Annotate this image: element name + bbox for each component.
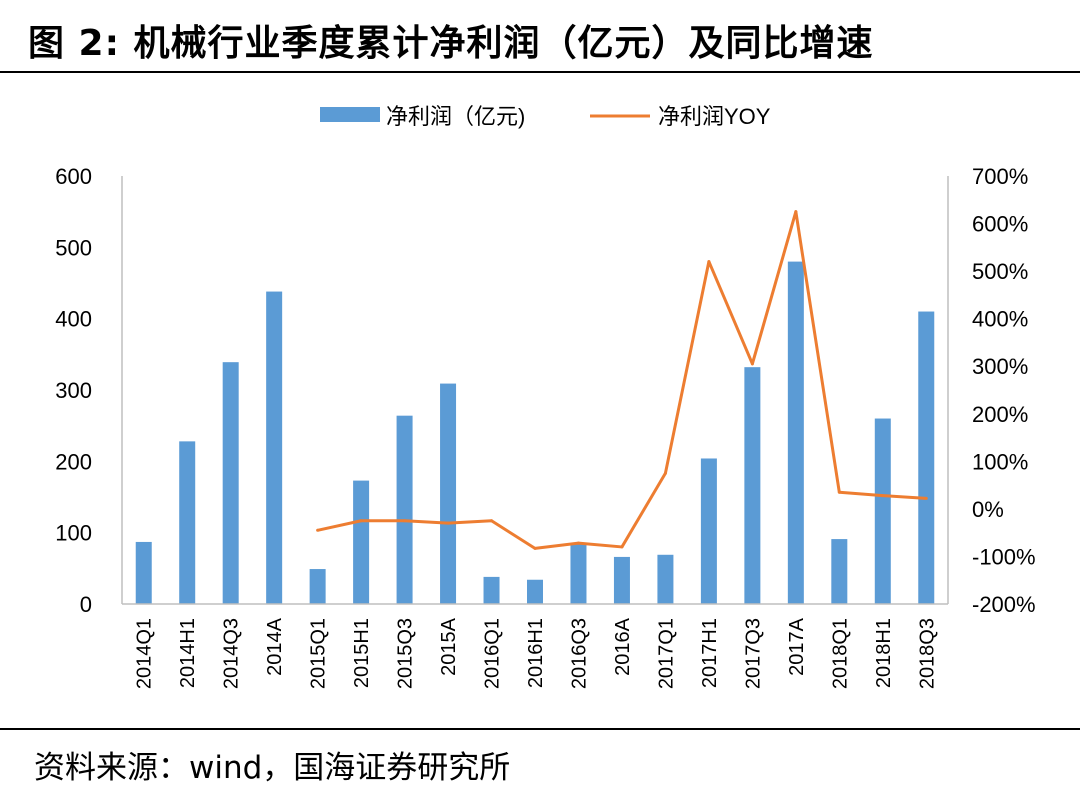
y-right-tick-label: 100% xyxy=(972,449,1028,474)
y-right-tick-label: 700% xyxy=(972,164,1028,189)
y-left-tick-label: 300 xyxy=(55,378,92,403)
bar-2017Q3 xyxy=(744,367,761,604)
yoy-point-2018Q3 xyxy=(924,496,928,500)
y-left-tick-label: 600 xyxy=(55,164,92,189)
x-tick-label: 2014Q1 xyxy=(134,618,156,689)
bar-2015Q3 xyxy=(396,415,413,604)
y-right-tick-label: 600% xyxy=(972,212,1028,237)
x-tick-label: 2015A xyxy=(438,617,460,675)
yoy-point-2016Q1 xyxy=(490,519,494,523)
x-tick-label: 2016H1 xyxy=(525,618,547,688)
x-tick-label: 2017Q1 xyxy=(655,618,677,689)
bar-2016Q3 xyxy=(570,543,587,604)
y-right-tick-label: -100% xyxy=(972,544,1036,569)
x-tick-label: 2018Q3 xyxy=(916,618,938,689)
x-tick-label: 2018Q1 xyxy=(829,618,851,689)
x-tick-label: 2015H1 xyxy=(351,618,373,688)
bar-2014Q1 xyxy=(135,541,152,604)
legend: 净利润（亿元) 净利润YOY xyxy=(320,104,771,129)
x-tick-label: 2018H1 xyxy=(873,618,895,688)
yoy-point-2017Q1 xyxy=(663,471,667,475)
legend-bar-label: 净利润（亿元) xyxy=(386,104,525,129)
yoy-point-2017Q3 xyxy=(750,362,754,366)
yoy-line-layer xyxy=(316,210,928,550)
bar-2016H1 xyxy=(527,579,543,604)
source-rule xyxy=(0,728,1080,730)
y-right-tick-label: -200% xyxy=(972,592,1036,617)
source-note: 资料来源：wind，国海证券研究所 xyxy=(34,750,511,786)
x-tick-label: 2015Q3 xyxy=(395,618,417,689)
legend-bar-swatch xyxy=(320,107,380,122)
bar-2017A xyxy=(787,261,804,604)
bars-layer xyxy=(135,261,935,604)
yoy-point-2016H1 xyxy=(533,546,537,550)
axes-layer: 0 100 200 300 400 500 600 -200% -100% 0% 100% 200% 3… xyxy=(55,164,1035,689)
yoy-point-2015Q3 xyxy=(403,519,407,523)
bar-2015Q1 xyxy=(309,569,326,604)
yoy-point-2017A xyxy=(794,210,798,214)
yoy-point-2018Q1 xyxy=(837,490,841,494)
bar-2014A xyxy=(266,291,283,604)
y-right-tick-label: 0% xyxy=(972,497,1004,522)
y-right-tick-label: 500% xyxy=(972,259,1028,284)
yoy-point-2015Q1 xyxy=(316,528,320,532)
x-tick-label: 2014H1 xyxy=(177,618,199,688)
x-tick-label: 2015Q1 xyxy=(308,618,330,689)
bar-2015A xyxy=(440,383,457,604)
yoy-point-2018H1 xyxy=(881,494,885,498)
x-tick-label: 2016Q1 xyxy=(482,618,504,689)
x-tick-label: 2014Q3 xyxy=(221,618,243,689)
x-tick-label: 2017A xyxy=(786,617,808,675)
chart: 0 100 200 300 400 500 600 -200% -100% 0% 100% 200% 3… xyxy=(55,104,1035,689)
bar-2017Q1 xyxy=(657,554,674,604)
legend-line-label: 净利润YOY xyxy=(658,104,771,129)
y-right-tick-label: 400% xyxy=(972,307,1028,332)
x-tick-label: 2017H1 xyxy=(699,618,721,688)
bar-2016Q1 xyxy=(483,576,500,604)
bar-2014Q3 xyxy=(222,362,239,604)
x-tick-label: 2016A xyxy=(612,617,634,675)
bar-2018Q3 xyxy=(918,311,935,604)
x-tick-label: 2016Q3 xyxy=(568,618,590,689)
y-right-tick-label: 300% xyxy=(972,354,1028,379)
y-left-tick-label: 500 xyxy=(55,235,92,260)
yoy-point-2016Q3 xyxy=(576,541,580,545)
title-rule xyxy=(0,71,1080,73)
yoy-point-2017H1 xyxy=(707,260,711,264)
bar-2016A xyxy=(613,556,630,604)
figure-title: 图 2: 机械行业季度累计净利润（亿元）及同比增速 xyxy=(28,23,874,64)
bar-2018H1 xyxy=(874,418,891,604)
yoy-point-2015A xyxy=(446,521,450,525)
bar-2018Q1 xyxy=(831,539,848,604)
bar-2015H1 xyxy=(353,480,370,604)
yoy-point-2015H1 xyxy=(359,519,363,523)
yoy-point-2016A xyxy=(620,545,624,549)
x-tick-label: 2014A xyxy=(264,617,286,675)
y-left-tick-label: 0 xyxy=(80,592,92,617)
y-left-tick-label: 200 xyxy=(55,449,92,474)
x-tick-label: 2017Q3 xyxy=(742,618,764,689)
bar-2017H1 xyxy=(700,458,717,604)
y-left-tick-label: 100 xyxy=(55,521,92,546)
y-left-tick-label: 400 xyxy=(55,307,92,332)
bar-2014H1 xyxy=(179,441,196,604)
y-right-tick-label: 200% xyxy=(972,402,1028,427)
